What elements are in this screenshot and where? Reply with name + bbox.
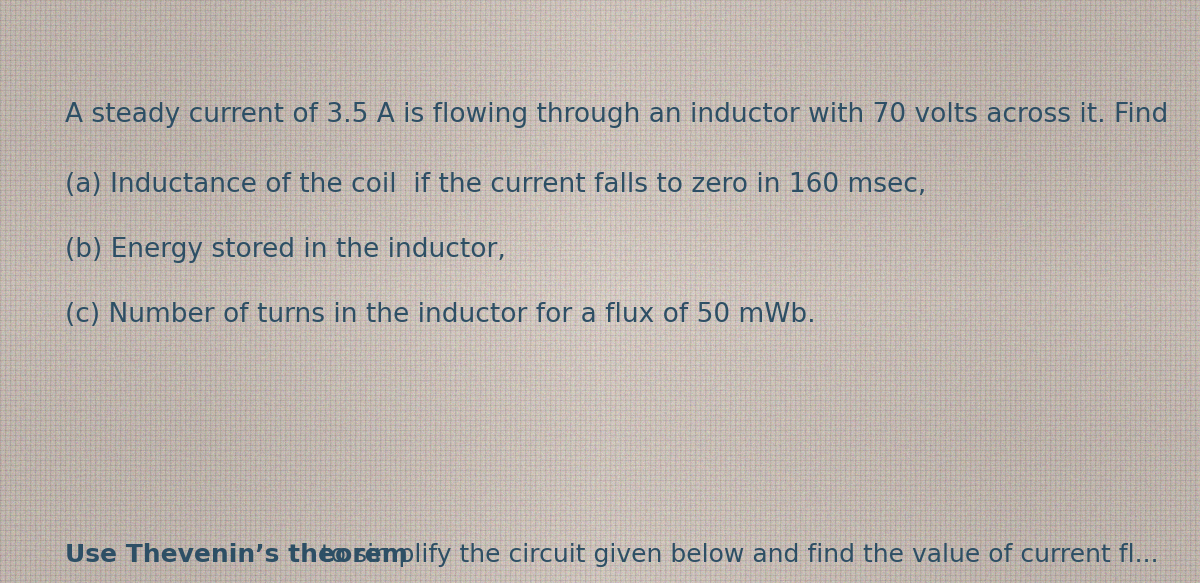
Text: (a) Inductance of the coil  if the current falls to zero in 160 msec,: (a) Inductance of the coil if the curren… bbox=[65, 172, 926, 198]
Text: to simplify the circuit given below and find the value of current fl...: to simplify the circuit given below and … bbox=[313, 543, 1159, 567]
Text: (b) Energy stored in the inductor,: (b) Energy stored in the inductor, bbox=[65, 237, 506, 263]
Text: (c) Number of turns in the inductor for a flux of 50 mWb.: (c) Number of turns in the inductor for … bbox=[65, 302, 816, 328]
Text: Use Thevenin’s theorem: Use Thevenin’s theorem bbox=[65, 543, 408, 567]
Text: A steady current of 3.5 A is flowing through an inductor with 70 volts across it: A steady current of 3.5 A is flowing thr… bbox=[65, 102, 1169, 128]
